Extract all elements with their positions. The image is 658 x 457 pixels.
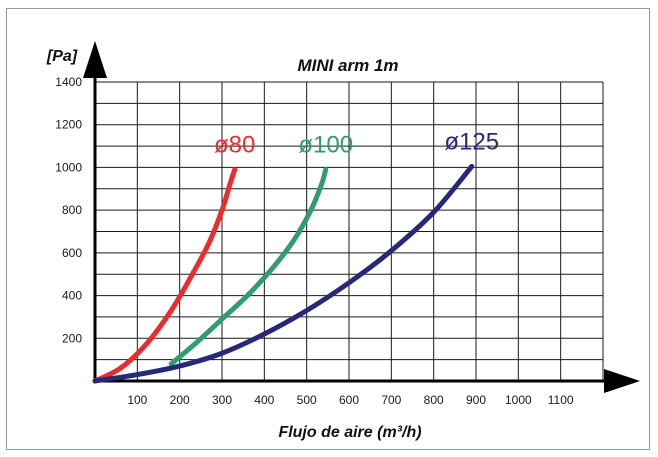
x-axis-arrow bbox=[604, 369, 640, 393]
x-tick-label: 800 bbox=[424, 393, 444, 407]
y-tick-label: 1200 bbox=[55, 118, 82, 132]
y-tick-label: 1400 bbox=[55, 75, 82, 89]
y-tick-label: 200 bbox=[62, 331, 82, 345]
axes bbox=[83, 41, 640, 393]
x-tick-label: 400 bbox=[254, 393, 274, 407]
series-line-100 bbox=[168, 167, 329, 367]
series: ø80 ø100 ø125 bbox=[92, 128, 499, 384]
x-tick-label: 900 bbox=[466, 393, 486, 407]
x-tick-label: 600 bbox=[339, 393, 359, 407]
series-label-80: ø80 bbox=[214, 132, 255, 159]
x-tick-label: 300 bbox=[212, 393, 232, 407]
y-tick-label: 800 bbox=[62, 203, 82, 217]
x-tick-label: 100 bbox=[127, 393, 147, 407]
x-tick-label: 500 bbox=[297, 393, 317, 407]
x-tick-label: 1000 bbox=[505, 393, 532, 407]
chart-title: MINI arm 1m bbox=[297, 56, 398, 75]
tick-labels: 100 200 300 400 500 600 700 800 900 1000 1100 200 40… bbox=[55, 75, 574, 407]
grid bbox=[95, 81, 604, 381]
series-line-125 bbox=[92, 163, 475, 384]
series-line-80 bbox=[92, 167, 238, 384]
x-tick-label: 200 bbox=[170, 393, 190, 407]
y-axis-title: [Pa] bbox=[46, 48, 78, 65]
y-tick-label: 600 bbox=[62, 246, 82, 260]
x-tick-label: 1100 bbox=[548, 393, 574, 407]
x-tick-label: 700 bbox=[381, 393, 401, 407]
series-label-100: ø100 bbox=[298, 132, 353, 159]
chart-frame bbox=[6, 8, 650, 450]
series-label-125: ø125 bbox=[444, 128, 499, 155]
y-axis-arrow bbox=[83, 41, 107, 78]
y-tick-label: 1000 bbox=[55, 160, 82, 174]
y-tick-label: 400 bbox=[62, 289, 82, 303]
x-axis-title: Flujo de aire (m³/h) bbox=[278, 424, 421, 441]
